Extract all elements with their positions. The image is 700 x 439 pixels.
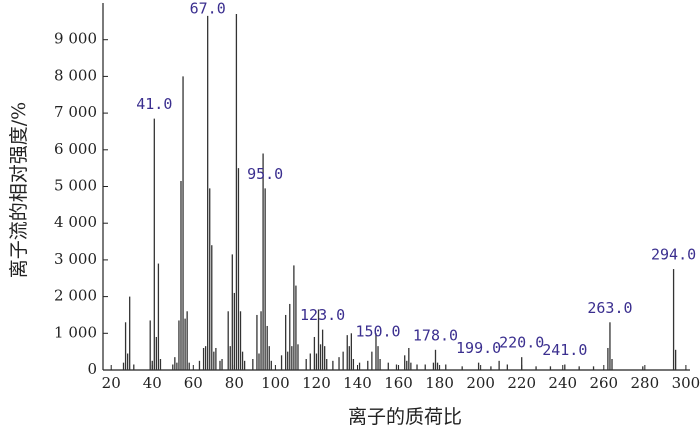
y-tick-label: 2 000: [54, 287, 97, 305]
x-tick-label: 300: [672, 374, 700, 392]
peak-label: 67.0: [190, 0, 226, 18]
x-tick-label: 200: [466, 374, 495, 392]
peak-label: 241.0: [542, 341, 587, 359]
y-tick-label: 9 000: [54, 30, 97, 48]
y-tick-label: 5 000: [54, 177, 97, 195]
x-tick-label: 40: [143, 374, 162, 392]
peak-label: 178.0: [413, 326, 458, 344]
peak-label: 95.0: [247, 165, 283, 183]
x-tick-label: 220: [507, 374, 536, 392]
x-tick-label: 60: [184, 374, 203, 392]
y-axis-title: 离子流的相对强度/%: [8, 102, 30, 278]
peak-label: 123.0: [300, 306, 345, 324]
peak-label: 150.0: [355, 323, 400, 341]
x-tick-label: 180: [425, 374, 454, 392]
y-tick-label: 8 000: [54, 66, 97, 84]
peak-label: 263.0: [587, 299, 632, 317]
peak-label: 199.0: [456, 339, 501, 357]
x-tick-label: 140: [343, 374, 372, 392]
peak-label: 41.0: [136, 95, 172, 113]
x-tick-label: 240: [548, 374, 577, 392]
x-tick-label: 160: [384, 374, 413, 392]
y-tick-label: 7 000: [54, 103, 97, 121]
x-axis-title: 离子的质荷比: [348, 406, 462, 428]
x-tick-label: 280: [631, 374, 660, 392]
x-tick-label: 100: [261, 374, 290, 392]
peak-label: 294.0: [651, 246, 696, 264]
x-tick-label: 260: [589, 374, 618, 392]
x-tick-label: 20: [102, 374, 121, 392]
x-tick-label: 80: [225, 374, 244, 392]
y-tick-label: 6 000: [54, 140, 97, 158]
y-tick-label: 1 000: [54, 323, 97, 341]
x-tick-label: 120: [302, 374, 331, 392]
peak-label: 220.0: [499, 334, 544, 352]
y-tick-label: 3 000: [54, 250, 97, 268]
y-tick-label: 0: [87, 360, 97, 378]
y-tick-label: 4 000: [54, 213, 97, 231]
